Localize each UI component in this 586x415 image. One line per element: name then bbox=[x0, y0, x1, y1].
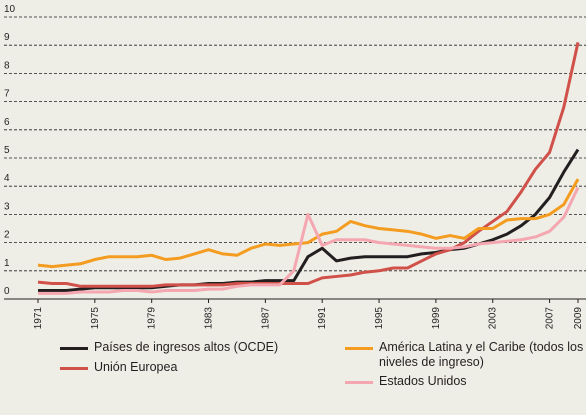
series-line bbox=[37, 178, 580, 269]
legend-swatch bbox=[345, 381, 373, 384]
legend: Países de ingresos altos (OCDE) Unión Eur… bbox=[0, 334, 586, 414]
y-tick-label: 8 bbox=[4, 60, 10, 71]
y-tick-label: 10 bbox=[4, 4, 16, 15]
y-tick-label: 4 bbox=[4, 173, 10, 184]
x-tick-label: 1995 bbox=[374, 307, 385, 330]
y-tick-label: 1 bbox=[4, 258, 10, 269]
x-tick-label: 1991 bbox=[317, 307, 328, 330]
x-tick-label: 2009 bbox=[573, 307, 584, 330]
y-tick-label: 6 bbox=[4, 117, 10, 128]
legend-swatch bbox=[60, 367, 88, 370]
y-tick-label: 9 bbox=[4, 32, 10, 43]
legend-item: América Latina y el Caribe (todos los ni… bbox=[345, 340, 584, 370]
x-tick-label: 1971 bbox=[33, 307, 44, 330]
x-tick-label: 1983 bbox=[204, 307, 215, 330]
x-tick-label: 1975 bbox=[90, 307, 101, 330]
x-tick-label: 1979 bbox=[147, 307, 158, 330]
y-tick-label: 5 bbox=[4, 145, 10, 156]
x-tick-label: 1999 bbox=[431, 307, 442, 330]
y-tick-label: 7 bbox=[4, 89, 10, 100]
legend-item: Unión Europea bbox=[60, 360, 299, 375]
plot: 0 1 2 3 4 5 6 7 8 9 10 1971 1975 1979 1983 1987 1991 1995… bbox=[4, 4, 586, 330]
x-tick-label: 2003 bbox=[488, 307, 499, 330]
legend-swatch bbox=[345, 347, 373, 350]
series-line bbox=[37, 42, 580, 288]
legend-item: Estados Unidos bbox=[345, 374, 584, 389]
legend-label: Unión Europea bbox=[94, 360, 178, 374]
legend-label: Países de ingresos altos (OCDE) bbox=[94, 340, 279, 354]
y-tick-label: 3 bbox=[4, 201, 10, 212]
legend-item: Países de ingresos altos (OCDE) bbox=[60, 340, 299, 355]
legend-label: América Latina y el Caribe (todos los ni… bbox=[379, 340, 584, 369]
y-tick-label: 0 bbox=[4, 286, 10, 297]
legend-label: Estados Unidos bbox=[379, 374, 467, 388]
series-line bbox=[38, 186, 580, 295]
x-tick-label: 1987 bbox=[260, 307, 271, 330]
legend-swatch bbox=[60, 347, 88, 350]
y-tick-label: 2 bbox=[4, 230, 10, 241]
x-tick-label: 2007 bbox=[545, 307, 556, 330]
